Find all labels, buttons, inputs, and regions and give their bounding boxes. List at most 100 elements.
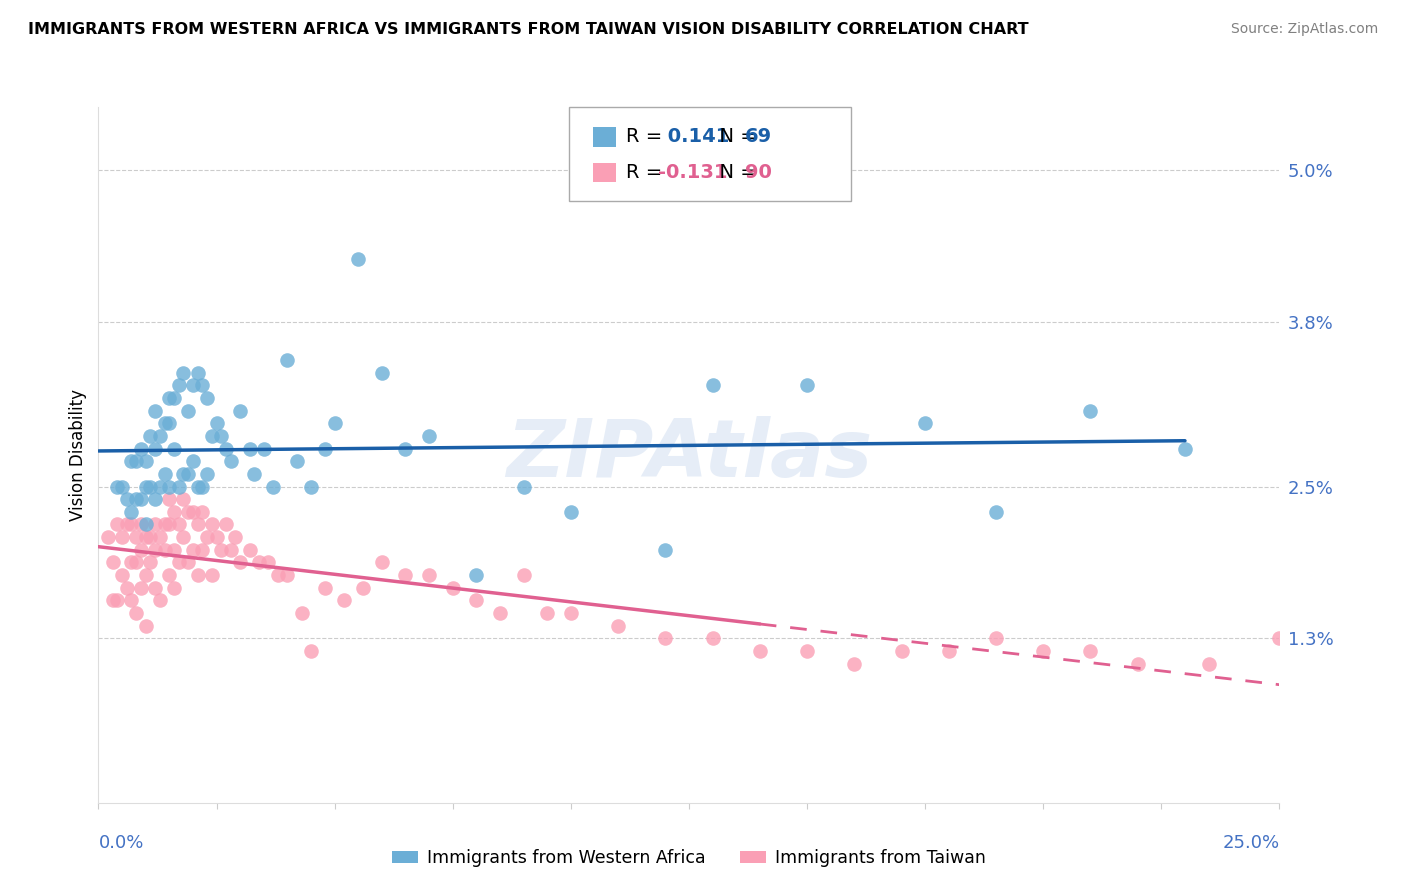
Point [299,644,322,658]
Point [135,479,157,493]
Point [195,530,218,544]
Point [181,505,204,519]
Point [352,581,374,595]
Point [143,492,166,507]
Point [172,366,194,380]
Point [215,517,238,532]
Point [394,442,416,456]
Point [1198,657,1220,671]
Point [257,556,280,570]
Point [149,479,172,493]
Point [224,530,246,544]
Point [201,568,224,582]
Legend: Immigrants from Western Africa, Immigrants from Taiwan: Immigrants from Western Africa, Immigran… [385,842,993,874]
Text: IMMIGRANTS FROM WESTERN AFRICA VS IMMIGRANTS FROM TAIWAN VISION DISABILITY CORRE: IMMIGRANTS FROM WESTERN AFRICA VS IMMIGR… [28,22,1029,37]
Point [139,530,162,544]
Point [654,632,676,646]
Point [157,391,180,405]
Point [1174,442,1197,456]
Point [129,517,152,532]
Point [418,568,440,582]
Point [121,454,143,468]
Point [149,429,172,443]
Point [215,442,238,456]
Text: R =: R = [626,128,668,146]
Point [153,542,176,557]
Point [125,556,148,570]
Point [125,606,148,620]
Point [135,517,157,532]
Point [143,403,166,417]
Y-axis label: Vision Disability: Vision Disability [69,389,87,521]
Point [177,505,200,519]
Point [371,556,394,570]
Point [394,568,416,582]
Point [157,417,180,431]
Point [101,593,124,607]
Point [560,606,582,620]
Point [253,442,276,456]
Point [187,517,209,532]
Point [195,467,218,481]
Point [149,530,172,544]
Point [195,391,218,405]
Point [111,479,134,493]
Point [205,417,228,431]
Point [702,632,724,646]
Point [105,479,128,493]
Point [163,442,186,456]
Point [654,542,676,557]
Point [512,479,534,493]
Point [121,593,143,607]
Point [177,403,200,417]
Text: N =: N = [707,128,763,146]
Point [163,542,186,557]
Point [702,378,724,392]
Point [191,505,214,519]
Point [262,479,284,493]
Point [167,556,190,570]
Point [209,429,232,443]
Point [125,492,148,507]
Point [121,505,143,519]
Point [187,366,209,380]
Point [167,517,190,532]
Point [890,644,912,658]
Point [512,568,534,582]
Point [371,366,394,380]
Point [139,429,162,443]
Point [418,429,440,443]
Text: R =: R = [626,163,668,182]
Point [465,593,488,607]
Point [465,568,488,582]
Point [984,632,1007,646]
Point [181,542,204,557]
Point [111,530,134,544]
Point [163,391,186,405]
Point [1268,632,1291,646]
Point [177,467,200,481]
Text: 0.141: 0.141 [661,128,730,146]
Point [1080,403,1102,417]
Point [129,492,152,507]
Point [229,403,252,417]
Text: 90: 90 [745,163,772,182]
Point [157,517,180,532]
Point [299,479,322,493]
Point [115,517,138,532]
Point [796,378,818,392]
Point [172,492,194,507]
Point [191,542,214,557]
Point [536,606,558,620]
Point [115,581,138,595]
Point [157,479,180,493]
Point [239,442,262,456]
Text: Source: ZipAtlas.com: Source: ZipAtlas.com [1230,22,1378,37]
Point [143,581,166,595]
Point [333,593,356,607]
Point [187,568,209,582]
Point [125,530,148,544]
Point [247,556,270,570]
Point [201,517,224,532]
Point [143,442,166,456]
